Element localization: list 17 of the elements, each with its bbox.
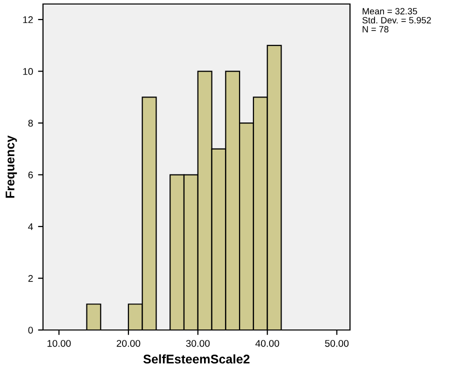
x-axis-title: SelfEsteemScale2 <box>143 354 250 364</box>
x-tick-label: 20.00 <box>116 340 140 347</box>
y-axis-title: Frequency <box>6 135 17 198</box>
y-tick-label: 8 <box>28 120 33 127</box>
text: N = 78 <box>362 26 388 32</box>
y-tick-label: 0 <box>28 326 33 334</box>
x-tick-label: 30.00 <box>186 340 210 347</box>
y-tick-label: 2 <box>28 274 33 282</box>
x-tick-label: 40.00 <box>255 340 280 347</box>
text: Std. Dev. = 5.952 <box>362 16 431 24</box>
y-tick-label: 4 <box>28 223 33 230</box>
x-tick-label: 10.00 <box>48 340 71 347</box>
x-tick-label: 50.00 <box>325 340 349 347</box>
y-tick-label: 10 <box>23 68 33 75</box>
y-tick-label: 12 <box>23 16 33 24</box>
text: Mean = 32.35 <box>362 8 418 14</box>
y-tick-label: 6 <box>28 171 33 178</box>
